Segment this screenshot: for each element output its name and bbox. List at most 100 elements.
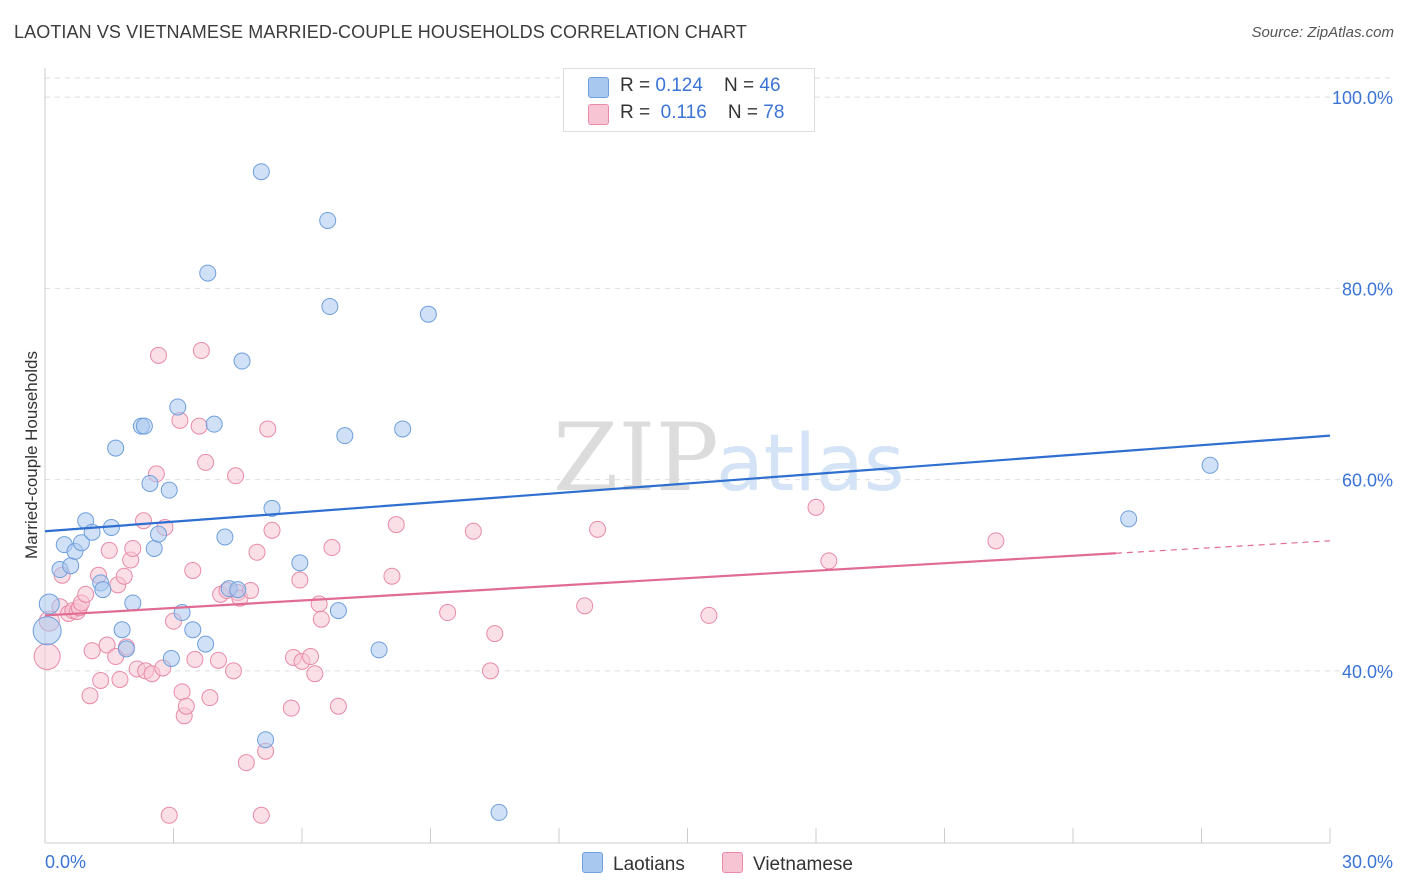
vietnamese-point [190, 417, 208, 435]
vietnamese-point [115, 567, 133, 585]
laotians-n-label: N = [724, 75, 760, 96]
correlation-legend: R = 0.124 N = 46 R = 0.116 N = 78 [563, 68, 815, 132]
laotian-point [1201, 456, 1219, 474]
laotian-point [336, 427, 354, 445]
vietnamese-point [807, 498, 825, 516]
vietnamese-point [201, 689, 219, 707]
source-label: Source: ZipAtlas.com [1251, 24, 1394, 41]
laotian-point [370, 641, 388, 659]
y-tick-label: 80.0% [1342, 279, 1393, 299]
vietnamese-point [252, 806, 270, 824]
vietnamese-point [184, 561, 202, 579]
bottom-legend-laotians: Laotians [582, 852, 685, 876]
chart-title: LAOTIAN VS VIETNAMESE MARRIED-COUPLE HOU… [14, 22, 747, 42]
vietnamese-point [306, 665, 324, 683]
laotian-point [216, 528, 234, 546]
vietnamese-point [100, 541, 118, 559]
y-tick-label: 100.0% [1332, 88, 1393, 108]
vietnamese-point [81, 687, 99, 705]
vietnamese-point [173, 683, 191, 701]
vietnamese-r-value: 0.116 [660, 102, 707, 123]
laotian-point [233, 352, 251, 370]
laotian-point [252, 163, 270, 181]
vietnamese-point [77, 585, 95, 603]
laotian-point [135, 417, 153, 435]
vietnamese-point [481, 662, 499, 680]
laotian-point [257, 731, 275, 749]
laotian-point [169, 398, 187, 416]
laotian-point [319, 211, 337, 229]
vietnamese-point [150, 346, 168, 364]
vietnamese-point [383, 567, 401, 585]
laotian-point [141, 474, 159, 492]
laotian-point [205, 415, 223, 433]
vietnamese-r-label: R = [620, 102, 656, 123]
y-tick-label: 60.0% [1342, 471, 1393, 491]
vietnamese-point [291, 571, 309, 589]
laotian-point [329, 602, 347, 620]
laotian-point [419, 305, 437, 323]
laotians-n-value: 46 [759, 75, 781, 96]
vietnamese-point [486, 625, 504, 643]
laotians-r-value: 0.124 [655, 75, 703, 96]
vietnamese-point [329, 697, 347, 715]
vietnamese-point [464, 522, 482, 540]
bottom-vietnamese-swatch [722, 852, 743, 873]
vietnamese-trend-line [44, 552, 1116, 617]
watermark: ZIP atlas [553, 404, 905, 513]
laotian-point [321, 298, 339, 316]
laotian-point [62, 557, 80, 575]
laotian-point [291, 554, 309, 572]
vietnamese-n-value: 78 [763, 102, 785, 123]
laotian-point [94, 581, 112, 599]
laotians-trend-line [44, 434, 1331, 533]
vietnamese-point [186, 650, 204, 668]
laotian-point [113, 621, 131, 639]
laotian-point [162, 649, 180, 667]
vietnamese-point [237, 754, 255, 772]
laotian-point [107, 439, 125, 457]
vietnamese-point [820, 552, 838, 570]
y-tick-label: 40.0% [1342, 662, 1393, 682]
tick-labels: 40.0% 60.0% 80.0% 100.0% 0.0% 30.0% [45, 88, 1393, 872]
vietnamese-point [111, 670, 129, 688]
axes [44, 68, 1331, 844]
vietnamese-point [248, 543, 266, 561]
watermark-atlas: atlas [716, 419, 905, 509]
vietnamese-point [576, 597, 594, 615]
vietnamese-point [227, 467, 245, 485]
vietnamese-point [302, 648, 320, 666]
vietnamese-point [282, 699, 300, 717]
x-tick-label-min: 0.0% [45, 852, 86, 872]
bottom-laotians-label: Laotians [613, 854, 685, 875]
laotian-point [199, 264, 217, 282]
trend-lines [44, 434, 1331, 617]
vietnamese-point [98, 636, 116, 654]
vietnamese-n-label: N = [727, 102, 764, 123]
laotian-point [197, 635, 215, 653]
vietnamese-point [92, 671, 110, 689]
vietnamese-point [83, 642, 101, 660]
bottom-laotians-swatch [582, 852, 603, 873]
laotian-point [124, 594, 142, 612]
x-tick-label-max: 30.0% [1342, 852, 1393, 872]
laotian-point [160, 481, 178, 499]
vietnamese-point [589, 520, 607, 538]
vietnamese-point [124, 539, 142, 557]
vietnamese-swatch [588, 104, 609, 125]
vietnamese-point [209, 651, 227, 669]
vietnamese-point [197, 453, 215, 471]
y-axis-label: Married-couple Households [22, 351, 41, 559]
bottom-vietnamese-label: Vietnamese [753, 854, 853, 875]
vietnamese-point [192, 342, 210, 360]
laotians-r-label: R = [620, 75, 656, 96]
laotian-points [32, 163, 1219, 821]
watermark-zip: ZIP [553, 404, 719, 513]
laotian-point [117, 640, 135, 658]
vietnamese-point [312, 610, 330, 628]
vietnamese-point [323, 539, 341, 557]
vietnamese-point [135, 512, 153, 530]
vietnamese-point [987, 532, 1005, 550]
laotian-point [150, 525, 168, 543]
